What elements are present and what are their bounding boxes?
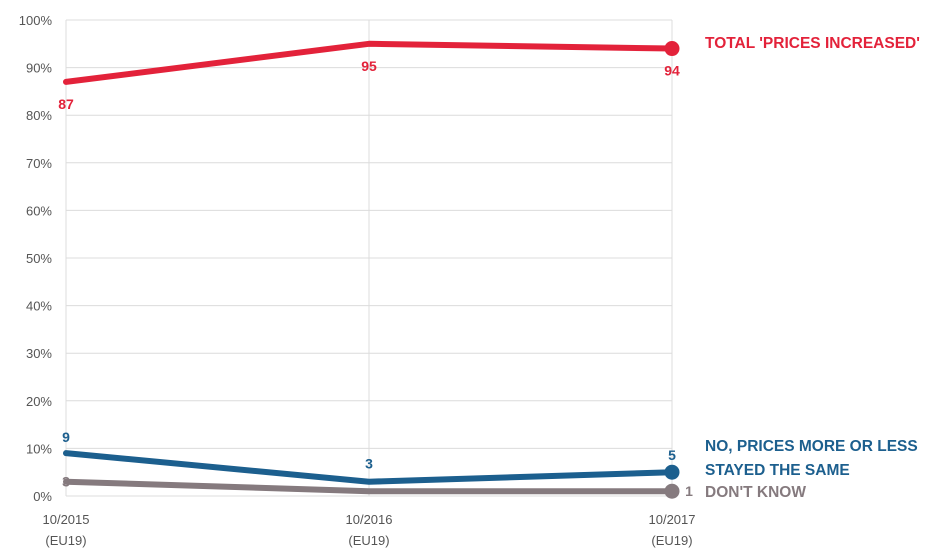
end-marker <box>664 483 680 499</box>
end-marker <box>664 41 680 57</box>
series-label: TOTAL 'PRICES INCREASED' <box>705 35 920 52</box>
data-label: 1 <box>685 483 693 499</box>
series-line <box>63 478 675 495</box>
y-tick-label: 40% <box>26 299 52 314</box>
x-tick-sublabel: (EU19) <box>651 533 692 548</box>
y-tick-label: 90% <box>26 61 52 76</box>
x-tick-label: 10/2016 <box>346 512 393 527</box>
series-1: 9 3 5 NO, PRICES MORE OR LESS STAYED THE SAM… <box>62 429 918 485</box>
series-0: 87 95 94 TOTAL 'PRICES INCREASED' <box>58 35 920 112</box>
y-tick-label: 60% <box>26 203 52 218</box>
series-line <box>63 450 675 485</box>
end-marker <box>664 464 680 480</box>
data-label: 87 <box>58 96 74 112</box>
y-tick-label: 30% <box>26 346 52 361</box>
y-tick-label: 100% <box>19 13 53 28</box>
x-tick-sublabel: (EU19) <box>45 533 86 548</box>
series-2: 3 1 DON'T KNOW <box>62 474 806 501</box>
y-tick-label: 10% <box>26 441 52 456</box>
y-tick-label: 0% <box>33 489 52 504</box>
x-tick-label: 10/2017 <box>649 512 696 527</box>
data-label: 9 <box>62 429 70 445</box>
x-axis: 10/2015 (EU19) 10/2016 (EU19) 10/2017 (EU19) <box>43 512 696 548</box>
y-tick-label: 70% <box>26 156 52 171</box>
data-label: 5 <box>668 447 676 463</box>
gridlines <box>65 19 673 497</box>
series-label: DON'T KNOW <box>705 484 806 501</box>
series-line <box>63 40 675 85</box>
data-label: 94 <box>664 63 680 79</box>
x-tick-label: 10/2015 <box>43 512 90 527</box>
data-label: 3 <box>62 474 70 490</box>
series-label: NO, PRICES MORE OR LESS <box>705 438 918 455</box>
y-tick-label: 50% <box>26 251 52 266</box>
y-tick-label: 20% <box>26 394 52 409</box>
data-label: 3 <box>365 456 373 472</box>
data-label: 95 <box>361 58 377 74</box>
y-tick-label: 80% <box>26 108 52 123</box>
series-layer: 3 1 DON'T KNOW 9 3 5 NO, PRICES MORE OR LESS ST… <box>58 35 920 501</box>
x-tick-sublabel: (EU19) <box>348 533 389 548</box>
series-label: STAYED THE SAME <box>705 462 850 479</box>
y-axis: 0% 10% 20% 30% 40% 50% 60% 70% 80% 90% 100% <box>19 13 53 504</box>
